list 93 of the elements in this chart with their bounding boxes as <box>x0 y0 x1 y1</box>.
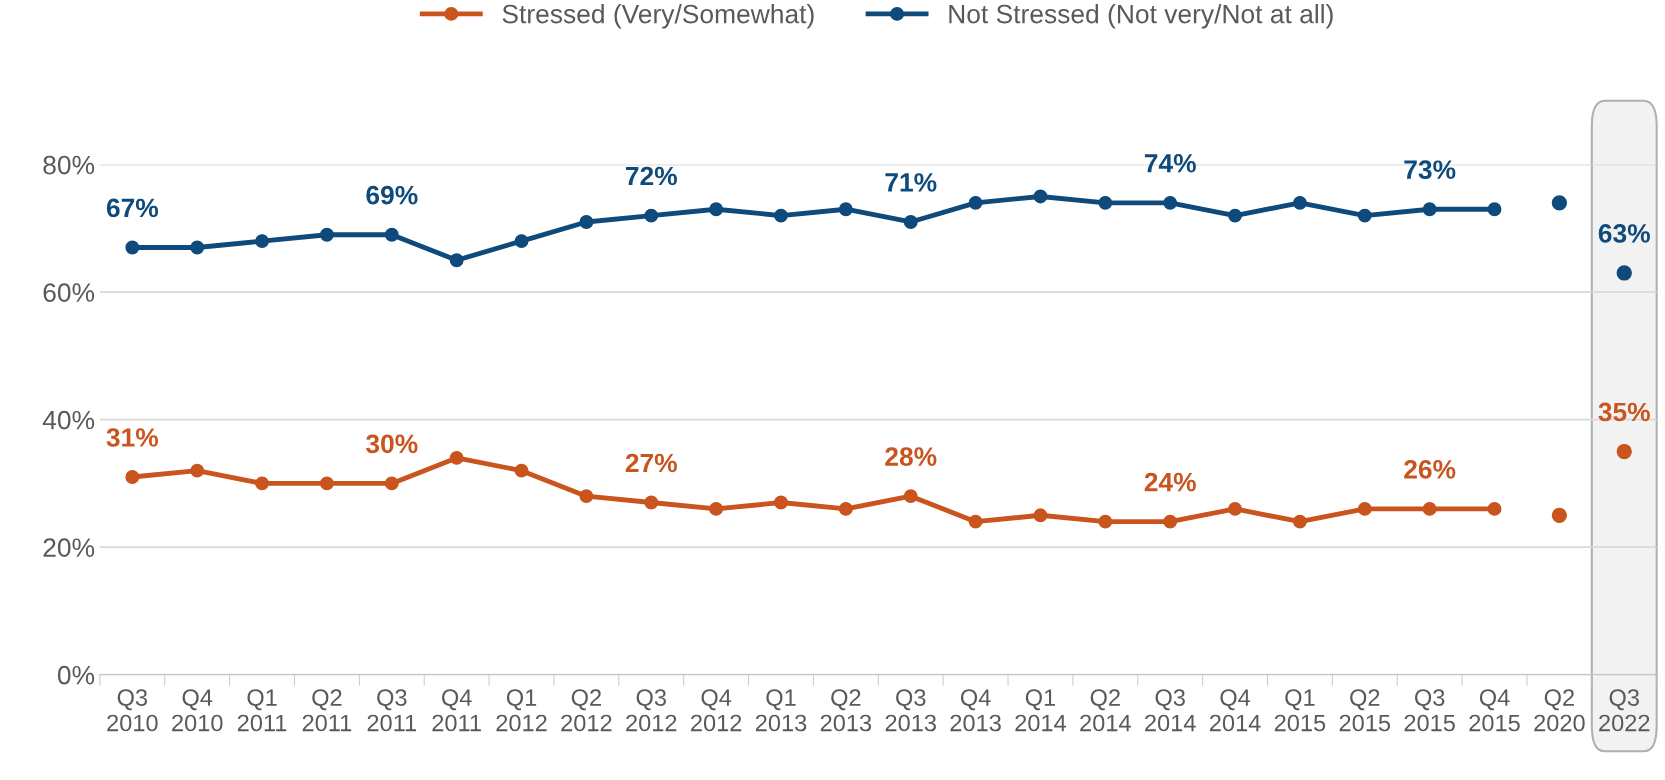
point <box>255 476 270 491</box>
data-label: 26% <box>1404 460 1456 479</box>
data-label: 30% <box>365 434 418 454</box>
point <box>838 501 853 516</box>
data-label: 71% <box>885 173 937 192</box>
y-tick-label: 0% <box>57 665 95 685</box>
point <box>1228 501 1242 516</box>
data-label: 27% <box>625 453 677 473</box>
point <box>1292 514 1307 529</box>
x-tick-label: Q3 2010 <box>107 689 158 732</box>
x-tick-label: Q3 2012 <box>626 689 677 732</box>
point <box>579 489 594 504</box>
point <box>1163 195 1178 210</box>
point <box>384 227 399 242</box>
legend-label: Not Stressed (Not very/Not at all) <box>949 4 1333 29</box>
point <box>190 240 205 255</box>
point <box>709 501 724 516</box>
point <box>1422 202 1437 217</box>
data-label: 35% <box>1598 402 1650 422</box>
x-tick-label: Q1 2014 <box>1015 689 1067 732</box>
point <box>1616 443 1632 460</box>
point <box>255 234 270 249</box>
data-label: 69% <box>366 185 418 205</box>
point <box>514 463 529 478</box>
point <box>1098 195 1113 210</box>
point <box>644 495 659 510</box>
point <box>1551 195 1568 211</box>
data-label: 31% <box>106 428 159 447</box>
point <box>644 208 659 223</box>
point <box>968 195 983 210</box>
x-tick-label: Q3 2011 <box>367 689 417 732</box>
x-tick-label: Q2 2013 <box>820 689 872 732</box>
point <box>1228 208 1242 223</box>
x-tick-label: Q1 2015 <box>1274 689 1326 732</box>
x-tick-label: Q4 2013 <box>950 689 1001 732</box>
y-tick-label: 20% <box>43 538 95 557</box>
point <box>1487 501 1502 516</box>
point <box>838 202 853 217</box>
point <box>774 208 788 223</box>
y-tick-label: 40% <box>42 410 95 430</box>
point <box>319 227 334 242</box>
x-tick-label: Q3 2015 <box>1404 689 1455 732</box>
point <box>449 253 464 268</box>
point <box>1616 265 1632 281</box>
x-tick-label: Q1 2012 <box>496 689 547 732</box>
point <box>1033 189 1048 204</box>
x-tick-label: Q2 2012 <box>561 689 612 732</box>
x-tick-label: Q2 2015 <box>1339 689 1391 732</box>
y-tick-label: 60% <box>43 283 95 302</box>
x-tick-label: Q4 2011 <box>432 689 481 732</box>
x-tick-label: Q3 2014 <box>1145 689 1196 732</box>
data-label: 74% <box>1144 154 1196 173</box>
point <box>903 215 918 229</box>
x-tick-label: Q4 2014 <box>1209 689 1261 732</box>
point <box>190 463 205 478</box>
x-tick-label: Q4 2010 <box>172 689 223 732</box>
point <box>449 450 464 465</box>
x-tick-label: Q2 2011 <box>302 689 352 732</box>
point <box>1163 514 1178 529</box>
legend-label: Stressed (Very/Somewhat) <box>502 4 814 29</box>
data-label: 63% <box>1598 224 1650 243</box>
point <box>1551 507 1568 523</box>
point <box>1098 514 1113 529</box>
x-tick-label: Q3 2013 <box>885 689 936 732</box>
x-tick-label: Q3 2022 <box>1599 689 1650 732</box>
point <box>579 215 594 229</box>
point <box>319 476 334 491</box>
data-label: 67% <box>106 198 159 218</box>
point <box>1292 195 1307 210</box>
point <box>384 476 399 491</box>
point <box>774 495 788 510</box>
point <box>125 240 140 255</box>
data-label: 28% <box>885 447 937 466</box>
point <box>903 489 918 504</box>
point <box>709 202 724 217</box>
x-tick-label: Q2 2020 <box>1534 689 1585 732</box>
y-tick-label: 80% <box>43 155 95 175</box>
data-label: 72% <box>625 166 677 186</box>
point <box>1422 501 1437 516</box>
x-tick-label: Q2 2014 <box>1080 689 1131 732</box>
point <box>968 514 983 529</box>
point <box>514 234 529 249</box>
x-tick-label: Q1 2011 <box>237 689 287 732</box>
point <box>1487 202 1502 217</box>
point <box>1033 508 1048 523</box>
point <box>1357 501 1372 516</box>
data-label: 24% <box>1144 472 1196 492</box>
x-tick-label: Q4 2015 <box>1469 689 1520 732</box>
point <box>1357 208 1372 223</box>
x-tick-label: Q1 2013 <box>755 689 807 732</box>
data-label: 73% <box>1404 160 1456 180</box>
point <box>125 470 140 484</box>
x-tick-label: Q4 2012 <box>691 689 742 732</box>
